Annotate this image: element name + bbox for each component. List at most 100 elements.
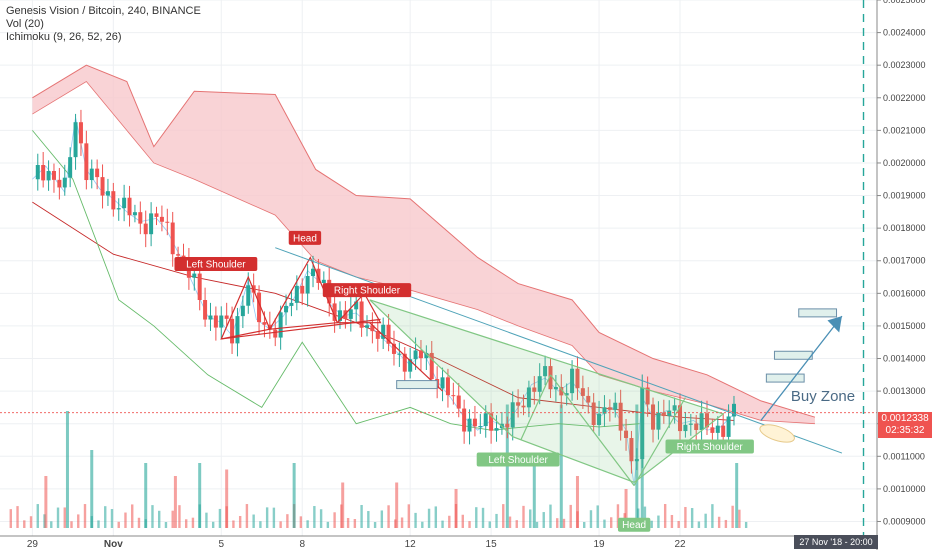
grid [0,0,877,536]
volume-bar [535,521,539,528]
volume-bar-up [640,437,644,528]
target-line-red [369,322,443,392]
volume-bar [461,514,464,528]
candle-body [132,212,137,216]
volume-bar [286,514,289,528]
candle-body [41,165,46,181]
candle-body [219,315,224,328]
candle-body [688,423,693,425]
annotation-labels: Left Shoulder Head Right Shoulder Left Shou… [174,230,855,532]
candle-body [543,366,548,377]
candle-body [338,310,343,321]
volume-bar [670,514,674,528]
candle-body [516,402,521,406]
volume-bar [16,506,19,528]
candle-body [84,143,89,181]
candle-body [246,285,251,306]
candle-body [526,387,531,408]
label-box [476,452,560,467]
x-tick-label: 5 [218,539,224,550]
volume-bar [744,521,748,528]
volume-bar [218,508,222,528]
label-box [288,230,322,245]
y-tick-label: 0.0010000 [883,484,926,494]
candle-body [89,168,94,181]
y-tick-label: 0.0011000 [883,451,925,461]
label-text: Head [293,233,317,244]
volume-bar [610,517,613,528]
volume-bar [36,504,39,528]
volume-bar [475,507,478,528]
candle-body [521,405,526,408]
candle-body [456,395,461,409]
crosshair-time-tag: 27 Nov '18 - 20:00 [794,535,878,549]
left-shoulder-triangle [220,275,271,340]
volume-bar [50,521,53,528]
volume-bar-up [65,411,69,528]
candle-body [57,179,62,188]
candle-body [402,353,407,372]
volume-bar [421,521,424,528]
last-price-tag: 0.0012338 [878,412,932,426]
candle-body [381,324,386,339]
candle-body [262,322,267,325]
volume-bar [63,507,66,528]
label-text: Left Shoulder [186,260,246,271]
volume-bar-up [559,404,563,528]
volume-bar [731,505,734,528]
candle-body [46,170,51,181]
candle-body [478,426,483,428]
candle-body [591,402,596,426]
candle-body [176,254,181,256]
volume-bar-down [575,476,579,528]
volume-bar [583,521,586,528]
candle-body [62,177,67,188]
volume-bar [589,510,593,528]
candle-body [564,393,569,396]
buy-zone-box [798,308,838,318]
volume-bar [184,519,188,528]
volume-bar [326,521,330,528]
candle-body [607,407,612,410]
candle-body [726,416,731,437]
candle-body [105,191,110,196]
x-tick-label: 29 [27,539,39,550]
x-tick-label: 22 [674,539,686,550]
volume-bar [495,513,498,528]
label-text: Head [622,520,646,531]
label-box [617,517,651,532]
candle-body [51,170,56,180]
candle-body [170,222,175,255]
volume-bar [104,506,107,528]
volume-bar [131,504,134,528]
volume-bar [353,518,357,528]
volume-bar [110,509,114,528]
volume-bar [252,514,255,528]
volume-bar-down [395,482,399,528]
volume-bar [83,504,87,528]
candle-body [235,316,240,344]
volume-bar-up [198,463,202,528]
candle-body [699,413,704,430]
x-tick-label: 19 [593,539,605,550]
x-tick-label: 12 [405,539,417,550]
y-tick-label: 0.0023000 [883,60,926,70]
volume-bar [77,514,80,528]
candle-body [624,430,629,439]
volume-bar [9,509,12,528]
candle-body [645,387,650,405]
volume-bar [711,504,714,528]
label-box [322,283,412,298]
volume-bar [434,506,438,528]
candle-body [284,305,289,313]
head-leg [550,374,635,486]
candle-body [489,413,494,431]
volume-bars [9,404,748,528]
candle-body [424,352,429,359]
arrow-head [827,316,842,333]
volume-bar [232,520,235,528]
entry-ellipse [759,424,795,443]
volume-bar [643,506,647,528]
buy-zone-box [773,350,813,360]
